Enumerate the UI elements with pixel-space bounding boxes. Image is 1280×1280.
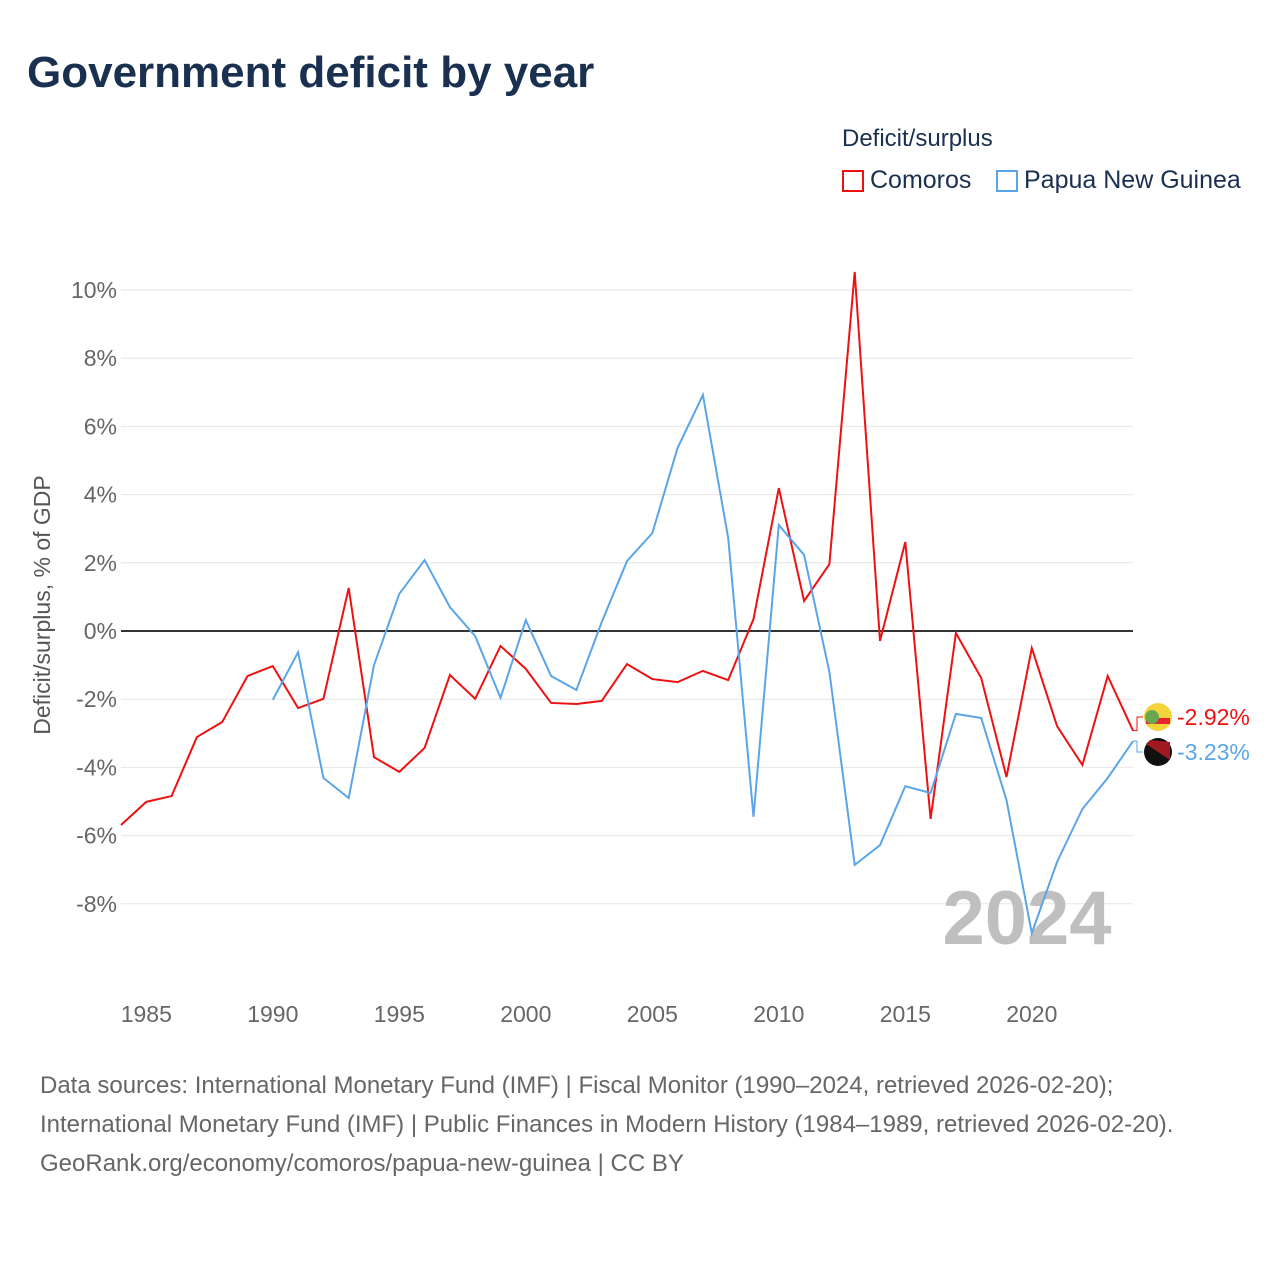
y-tick-label: 8%	[84, 345, 117, 371]
end-connector	[1133, 740, 1143, 753]
x-tick-label: 2000	[500, 1001, 551, 1027]
flag-stripe	[1146, 718, 1170, 724]
chart-title: Government deficit by year	[27, 48, 595, 97]
flag-triangle	[1145, 710, 1159, 724]
legend-swatch	[842, 169, 864, 192]
x-tick-label: 2005	[627, 1001, 678, 1027]
legend-label: Comoros	[870, 166, 972, 194]
y-tick-label: 6%	[84, 413, 117, 439]
chart-area: -8% -6% -4% -2% 0% 2% 4% 6% 8% 10% 1985 1990 1995 200…	[29, 271, 1250, 1027]
y-tick-label: 4%	[84, 482, 117, 508]
legend-title: Deficit/surplus	[842, 125, 993, 152]
attribution-link[interactable]: GeoRank.org/economy/comoros/papua-new-gu…	[40, 1150, 684, 1177]
x-tick-label: 2020	[1006, 1001, 1057, 1027]
legend-swatch	[996, 169, 1018, 192]
y-tick-label: -4%	[76, 754, 117, 780]
flag-red-half	[1146, 740, 1170, 760]
x-tick-label: 1985	[121, 1001, 172, 1027]
x-tick-label: 2015	[880, 1001, 931, 1027]
y-tick-label: -6%	[76, 823, 117, 849]
y-tick-label: -8%	[76, 891, 117, 917]
end-value-label: -3.23%	[1177, 739, 1250, 765]
series-line-0[interactable]	[120, 271, 1134, 826]
year-watermark: 2024	[942, 876, 1111, 961]
x-tick-label: 1990	[247, 1001, 298, 1027]
legend-item-png[interactable]: Papua New Guinea	[996, 166, 1241, 195]
end-value-label: -2.92%	[1177, 704, 1250, 730]
x-tick-label: 1995	[374, 1001, 425, 1027]
legend-item-comoros[interactable]: Comoros	[842, 166, 971, 195]
data-sources: Data sources: International Monetary Fun…	[40, 1072, 1174, 1138]
x-tick-label: 2010	[753, 1001, 804, 1027]
y-axis-label: Deficit/surplus, % of GDP	[29, 475, 55, 734]
series-line-1[interactable]	[271, 391, 1134, 937]
end-connector	[1133, 716, 1143, 732]
y-tick-label: 0%	[84, 618, 117, 644]
y-tick-label: 2%	[84, 550, 117, 576]
y-tick-label: -2%	[76, 686, 117, 712]
legend-label: Papua New Guinea	[1024, 166, 1241, 194]
source-note: Data sources: International Monetary Fun…	[40, 1066, 1240, 1183]
y-tick-label: 10%	[71, 277, 117, 303]
